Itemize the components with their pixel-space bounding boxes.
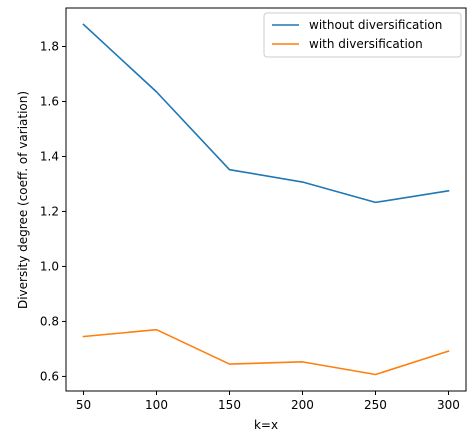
x-tick-label: 300: [437, 398, 460, 412]
y-tick-label: 1.8: [40, 39, 59, 53]
plot-frame: [65, 7, 467, 392]
legend-box: [263, 12, 462, 58]
x-tick-label: 100: [145, 398, 168, 412]
y-tick-label: 0.8: [40, 314, 59, 328]
x-tick-label: 150: [218, 398, 241, 412]
y-tick-label: 1.6: [40, 94, 59, 108]
y-tick-label: 1.0: [40, 259, 59, 273]
legend-label: without diversification: [309, 18, 442, 32]
x-axis: 50 100 150 200 250 300: [76, 391, 460, 412]
legend-label: with diversification: [309, 37, 423, 51]
legend: without diversification with diversificat…: [263, 12, 462, 58]
series-line-0: [82, 23, 450, 204]
y-tick-label: 0.6: [40, 369, 59, 383]
series-line-1: [82, 328, 450, 376]
x-axis-label: k=x: [254, 418, 278, 432]
x-tick-label: 250: [364, 398, 387, 412]
x-tick-label: 200: [291, 398, 314, 412]
y-axis-label: Diversity degree (coeff. of variation): [16, 91, 30, 309]
x-tick-label: 50: [76, 398, 91, 412]
y-tick-label: 1.2: [40, 204, 59, 218]
y-axis: 0.6 0.8 1.0 1.2 1.4 1.6 1.8: [40, 39, 66, 383]
y-tick-label: 1.4: [40, 149, 59, 163]
